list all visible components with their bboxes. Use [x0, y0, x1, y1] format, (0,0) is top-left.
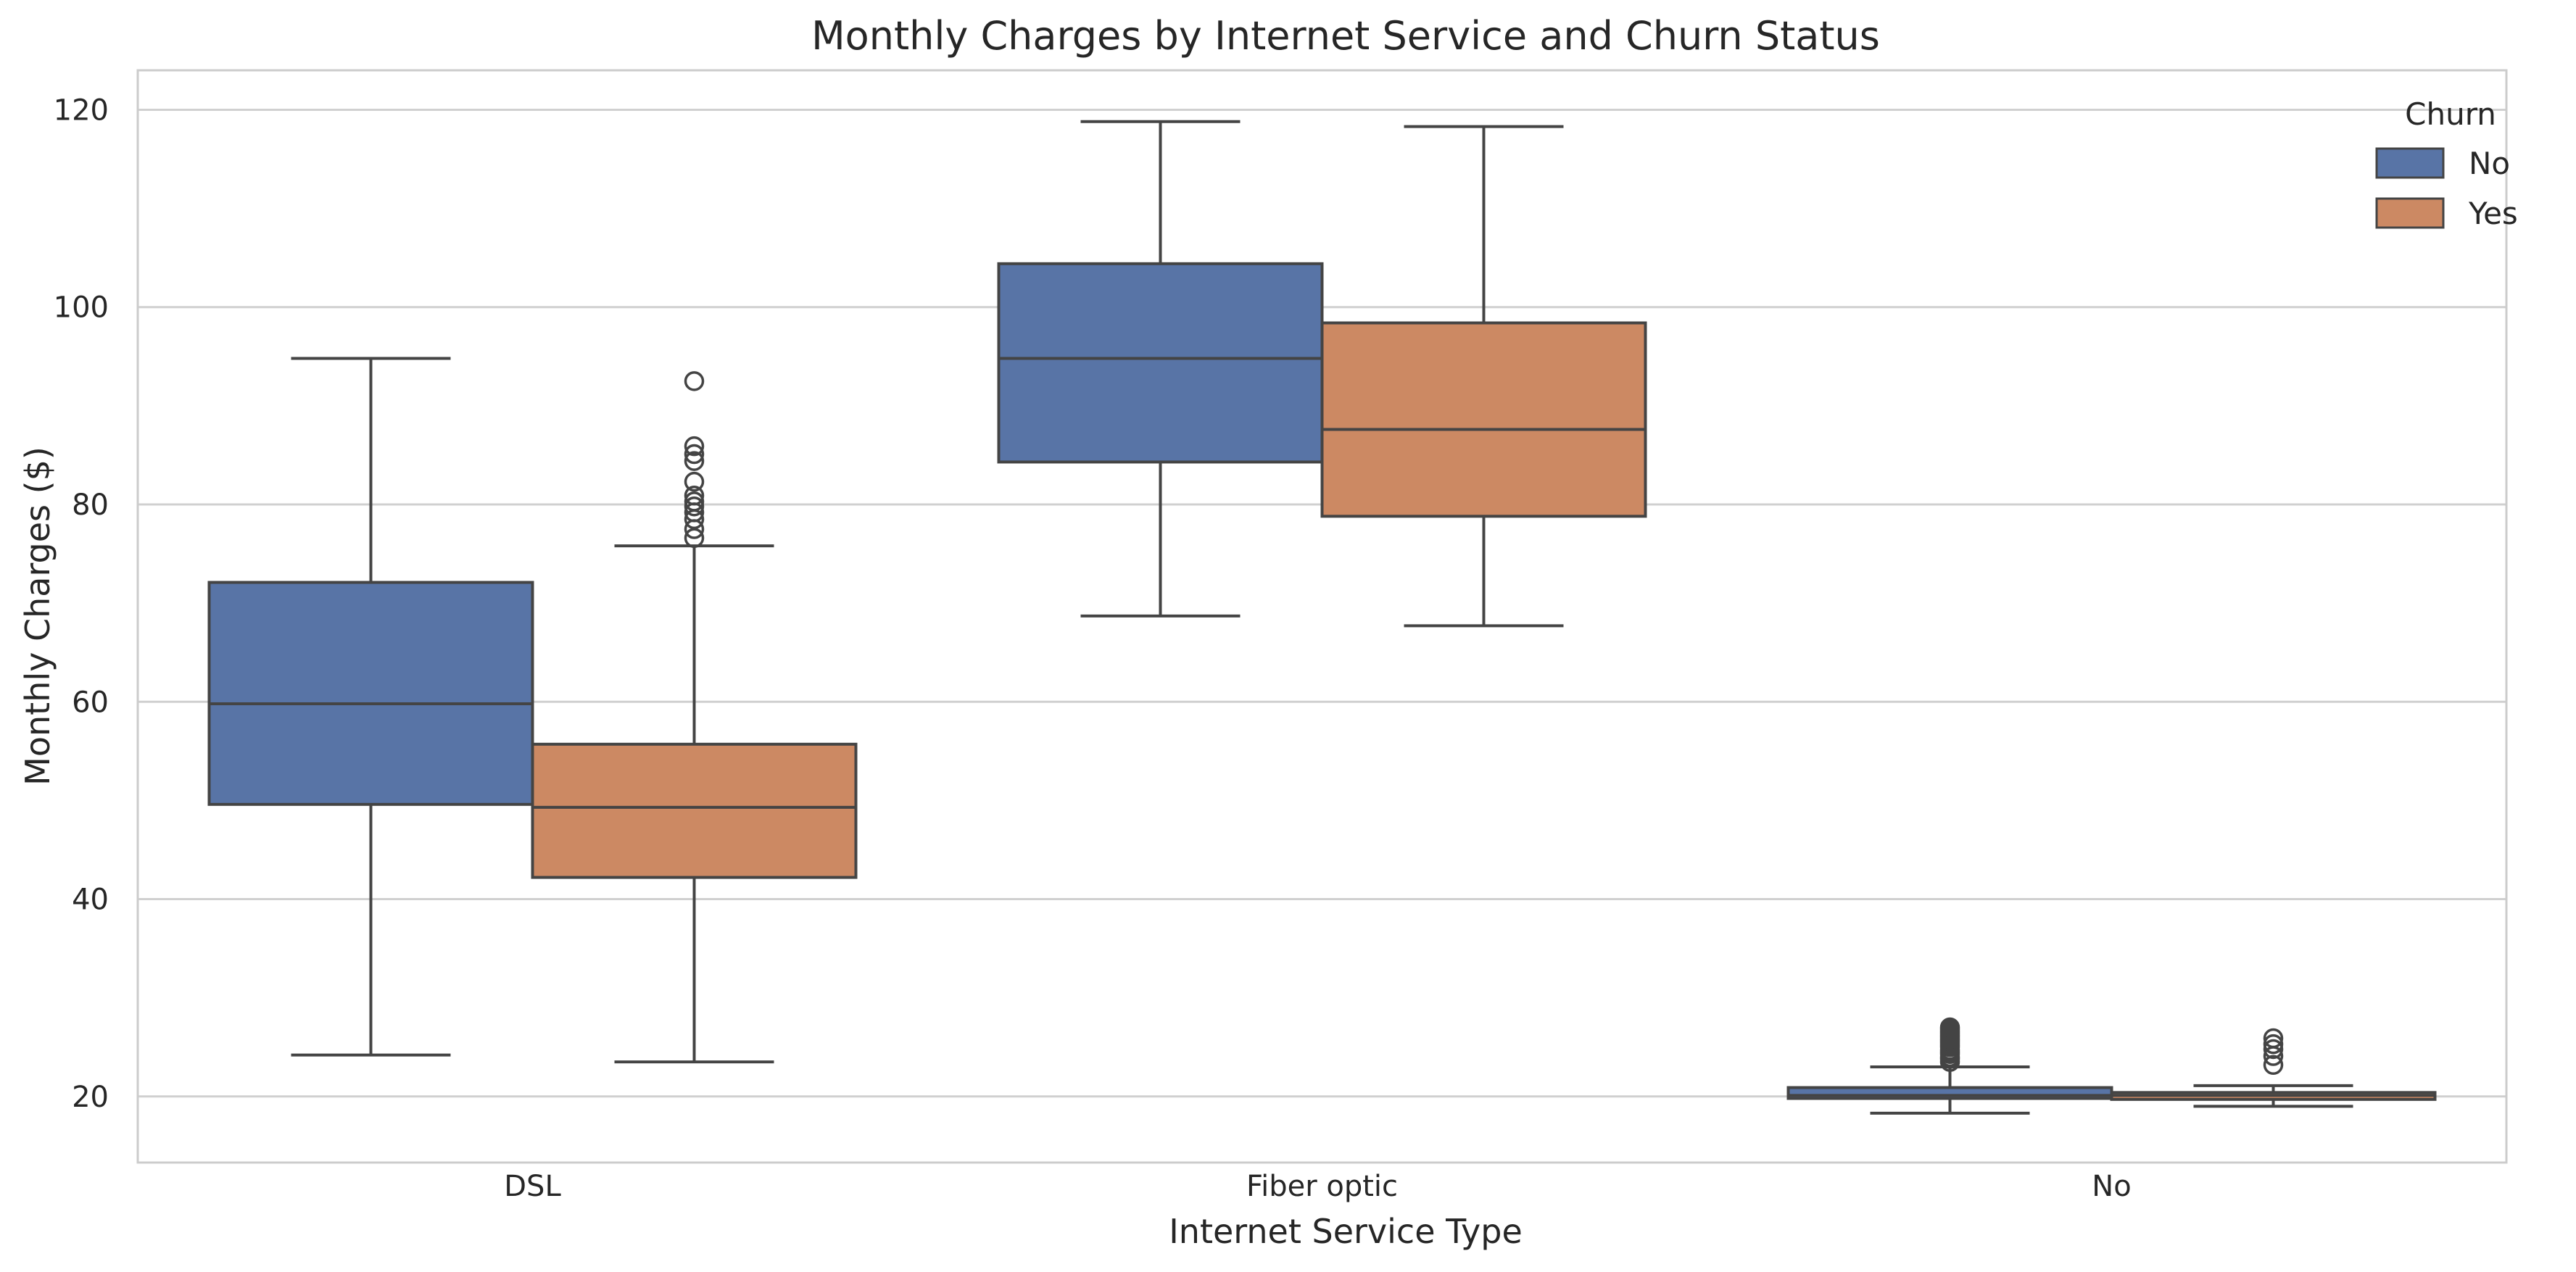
outlier-point — [684, 436, 705, 457]
x-tick-labels: DSL Fiber optic No — [504, 1170, 2131, 1203]
outlier-point — [1939, 1017, 1960, 1038]
outlier-point — [684, 451, 705, 471]
outlier-point — [684, 444, 705, 465]
x-tick-label: DSL — [504, 1170, 561, 1203]
y-tick-labels: 20 40 60 80 100 120 — [54, 93, 109, 1113]
outlier-point — [684, 485, 705, 506]
box-no-yes — [2110, 1028, 2437, 1108]
outlier-point — [2263, 1055, 2284, 1075]
outlier-point — [684, 496, 705, 517]
y-axis-title: Monthly Charges ($) — [18, 446, 57, 786]
box-groups — [207, 120, 2437, 1115]
y-tick-label: 40 — [72, 884, 109, 917]
y-tick-label: 120 — [54, 93, 109, 127]
outlier-point — [684, 491, 705, 512]
box-dsl-no — [207, 357, 534, 1057]
box-fiber-optic-yes — [1320, 125, 1647, 628]
iqr-box — [531, 742, 858, 879]
outlier-point — [2263, 1039, 2284, 1060]
box-no-no — [1786, 1017, 2113, 1115]
x-axis-title: Internet Service Type — [1169, 1212, 1523, 1251]
outlier-point — [2263, 1034, 2284, 1055]
outlier-point — [2263, 1028, 2284, 1049]
y-tick-label: 60 — [72, 686, 109, 719]
plot-frame — [136, 69, 2508, 1164]
legend-title: Churn — [2405, 96, 2496, 132]
outlier-point — [684, 528, 705, 549]
legend-label-no: No — [2469, 146, 2510, 181]
x-tick-label: Fiber optic — [1246, 1170, 1398, 1203]
iqr-box — [1320, 321, 1647, 518]
x-tick-label: No — [2092, 1170, 2131, 1203]
legend: Churn No Yes — [2375, 96, 2518, 231]
legend-swatch-yes — [2375, 197, 2445, 229]
outlier-point — [684, 471, 705, 492]
iqr-box — [997, 262, 1324, 464]
y-tick-label: 80 — [72, 489, 109, 522]
iqr-box — [207, 581, 534, 806]
legend-swatch-no — [2375, 147, 2445, 179]
legend-label-yes: Yes — [2468, 196, 2518, 231]
chart-title: Monthly Charges by Internet Service and … — [811, 13, 1880, 59]
y-tick-label: 20 — [72, 1081, 109, 1114]
y-tick-label: 100 — [54, 291, 109, 325]
outlier-point — [684, 371, 705, 391]
box-dsl-yes — [531, 371, 858, 1064]
box-fiber-optic-no — [997, 120, 1324, 618]
